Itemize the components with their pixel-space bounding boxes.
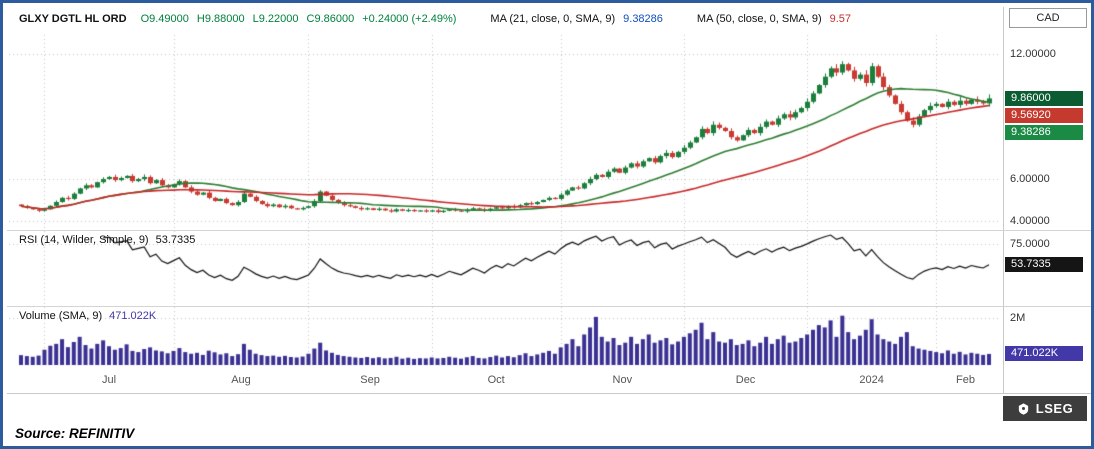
rsi-axis-label: 75.0000 bbox=[1010, 238, 1050, 251]
rsi-badge: 53.7335 bbox=[1005, 256, 1083, 272]
rsi-label-value: 53.7335 bbox=[155, 234, 196, 246]
ma50-value: 9.57 bbox=[829, 13, 852, 25]
price-axis-label: 6.00000 bbox=[1010, 173, 1050, 186]
price-axis-label: 4.00000 bbox=[1010, 214, 1050, 227]
lseg-logo: LSEG bbox=[1003, 396, 1087, 421]
panel-separator-price-rsi bbox=[7, 230, 1091, 231]
x-axis-label: Oct bbox=[487, 374, 505, 386]
close-value: C9.86000 bbox=[306, 13, 355, 25]
chart-bottom-border bbox=[7, 393, 1091, 394]
rsi-label-text: RSI (14, Wilder, Simple, 9) bbox=[19, 234, 149, 246]
axis-separator bbox=[1003, 7, 1004, 393]
x-axis-label: Nov bbox=[612, 374, 633, 386]
volume-axis-label: 2M bbox=[1010, 312, 1026, 325]
source-attribution: Source: REFINITIV bbox=[15, 426, 135, 441]
price-axis-label: 12.00000 bbox=[1010, 47, 1056, 60]
open-value: O9.49000 bbox=[140, 13, 189, 25]
x-axis-label: 2024 bbox=[859, 374, 884, 386]
ma50-label: MA (50, close, 0, SMA, 9) bbox=[696, 13, 822, 25]
volume-panel-label: Volume (SMA, 9) 471.022K bbox=[19, 310, 156, 322]
chart-header: GLXY DGTL HL ORD O9.49000 H9.88000 L9.22… bbox=[19, 11, 851, 27]
x-axis-label: Feb bbox=[956, 374, 976, 386]
volume-label-value: 471.022K bbox=[109, 310, 157, 322]
high-value: H9.88000 bbox=[196, 13, 245, 25]
panel-separator-rsi-volume bbox=[7, 306, 1091, 307]
price-badge: 9.56920 bbox=[1005, 107, 1083, 123]
x-axis: Jul Aug Sep Oct Nov Dec 2024 Feb bbox=[9, 374, 1001, 390]
x-axis-label: Sep bbox=[360, 374, 380, 386]
volume-badge: 471.022K bbox=[1005, 346, 1083, 362]
x-axis-label: Jul bbox=[101, 374, 117, 386]
lseg-crest-icon bbox=[1017, 402, 1030, 416]
lseg-logo-text: LSEG bbox=[1035, 401, 1074, 416]
low-value: L9.22000 bbox=[252, 13, 299, 25]
symbol-name: GLXY DGTL HL ORD bbox=[19, 13, 127, 25]
x-axis-label: Aug bbox=[231, 374, 251, 386]
price-badge: 9.86000 bbox=[1005, 90, 1083, 106]
change-value: +0.24000 (+2.49%) bbox=[362, 13, 457, 25]
rsi-panel-label: RSI (14, Wilder, Simple, 9) 53.7335 bbox=[19, 234, 195, 246]
volume-label-text: Volume (SMA, 9) bbox=[19, 310, 103, 322]
price-badge: 9.38286 bbox=[1005, 124, 1083, 140]
price-rsi-volume-chart[interactable] bbox=[9, 29, 1001, 369]
currency-selector[interactable]: CAD bbox=[1009, 8, 1087, 28]
ma21-value: 9.38286 bbox=[623, 13, 663, 25]
ma21-label: MA (21, close, 0, SMA, 9) bbox=[490, 13, 616, 25]
x-axis-label: Dec bbox=[735, 374, 756, 386]
currency-label: CAD bbox=[1036, 12, 1060, 24]
